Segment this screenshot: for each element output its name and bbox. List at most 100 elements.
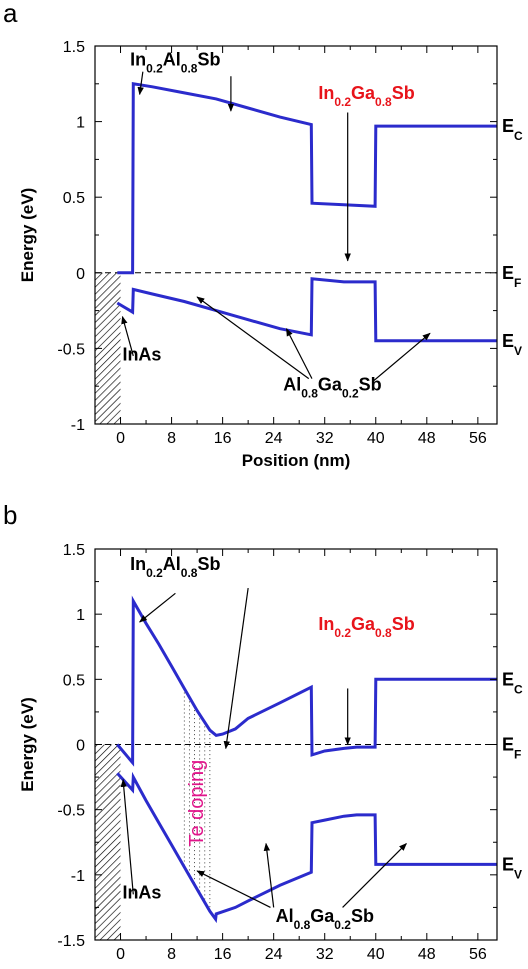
inalsb-label: In0.2Al0.8Sb (130, 50, 220, 76)
x-tick-label: 0 (116, 430, 125, 447)
y-tick-label: -0.5 (57, 341, 85, 358)
band-edge-subscript: V (514, 867, 522, 881)
y-tick-label: 0.5 (63, 672, 85, 689)
y-tick-label: -0.5 (57, 803, 85, 820)
algasb-label: Al0.8Ga0.2Sb (283, 375, 381, 401)
ingasb-label: In0.2Ga0.8Sb (318, 83, 414, 109)
x-tick-label: 40 (367, 946, 385, 963)
ingasb-subscript: 0.2 (334, 95, 351, 109)
y-tick-label: 0 (76, 266, 85, 283)
ingasb-element: Ga (351, 614, 376, 634)
panel-b: b Te doping 0 8 16 24 32 40 48 56 -1.5 -1 -0.5 0 0.5 1 1… (3, 500, 523, 969)
band-edge-subscript: C (514, 129, 523, 143)
x-axis-label: Position (nm) (242, 967, 351, 969)
annotation-arrow (263, 842, 275, 908)
inalsb-element: In (130, 554, 146, 574)
y-tick-label: -1.5 (57, 933, 85, 950)
x-tick-label: 48 (418, 946, 436, 963)
x-tick-label: 56 (469, 946, 487, 963)
y-axis-label: Energy (eV) (18, 697, 37, 791)
band-edge-subscript: F (514, 276, 521, 290)
band-edge-letter: E (502, 116, 514, 136)
algasb-element: Ga (310, 906, 335, 926)
annotation-arrow (342, 842, 407, 908)
inalsb-element: Al (163, 554, 181, 574)
y-tick-label: -1 (71, 417, 85, 434)
algasb-element: Sb (351, 906, 374, 926)
x-tick-label: 24 (265, 946, 283, 963)
algasb-element: Al (276, 906, 294, 926)
annotation-arrow (196, 870, 271, 908)
inas-hatched-region (95, 744, 121, 940)
band-edge-letter: E (502, 854, 514, 874)
ingasb-element: Sb (392, 614, 415, 634)
inalsb-element: Sb (197, 554, 220, 574)
x-tick-label: 16 (214, 430, 232, 447)
x-tick-label: 8 (167, 946, 176, 963)
inas-label: InAs (122, 882, 161, 902)
band-edge-letter: E (502, 331, 514, 351)
x-tick-label: 56 (469, 430, 487, 447)
band-edge-label-ec: EC (502, 669, 523, 696)
band-edge-subscript: C (514, 682, 523, 696)
ingasb-subscript: 0.8 (375, 95, 392, 109)
algasb-element: Sb (359, 375, 382, 395)
algasb-subscript: 0.8 (294, 918, 311, 932)
ingasb-subscript: 0.2 (334, 626, 351, 640)
annotation-arrow (285, 328, 313, 379)
panel-label: a (3, 0, 18, 28)
band-edge-letter: E (502, 669, 514, 689)
algasb-element: Al (283, 375, 301, 395)
panel-label: b (3, 500, 17, 530)
band-edge-label-ev: EV (502, 854, 522, 881)
annotation-arrow (139, 592, 176, 623)
algasb-subscript: 0.2 (334, 918, 351, 932)
band-edge-label-ef: EF (502, 263, 521, 290)
inalsb-subscript: 0.2 (146, 62, 163, 76)
x-tick-label: 32 (316, 946, 334, 963)
band-edge-subscript: V (514, 344, 522, 358)
band-edge-letter: E (502, 735, 514, 755)
x-tick-label: 48 (418, 430, 436, 447)
annotation-arrow (120, 778, 134, 895)
ingasb-element: Sb (392, 83, 415, 103)
ingasb-element: Ga (351, 83, 376, 103)
ingasb-element: In (318, 83, 334, 103)
te-doping-region (183, 688, 211, 912)
algasb-subscript: 0.2 (342, 387, 359, 401)
y-tick-label: 1.5 (63, 39, 85, 56)
band-line-e-c (116, 595, 497, 767)
annotation-arrow (372, 332, 431, 383)
inalsb-subscript: 0.8 (181, 62, 198, 76)
band-line-e-c (117, 82, 497, 275)
inalsb-subscript: 0.2 (146, 566, 163, 580)
algasb-label: Al0.8Ga0.2Sb (276, 906, 374, 932)
annotation-arrow (196, 296, 310, 380)
y-tick-label: 0 (76, 738, 85, 755)
annotation-arrow (137, 71, 144, 96)
band-edge-subscript: F (514, 748, 521, 762)
te-doping-label: Te doping (186, 760, 208, 847)
inalsb-subscript: 0.8 (181, 566, 198, 580)
band-edge-label-ef: EF (502, 735, 521, 762)
y-tick-label: 1 (76, 607, 85, 624)
x-tick-label: 32 (316, 430, 334, 447)
x-tick-label: 16 (214, 946, 232, 963)
annotation-arrow (223, 588, 249, 750)
ingasb-element: In (318, 614, 334, 634)
ingasb-label: In0.2Ga0.8Sb (318, 614, 414, 640)
inas-label: InAs (122, 344, 161, 364)
band-edge-letter: E (502, 263, 514, 283)
panel-a: a 0 8 16 24 32 40 48 56 -1 -0.5 0 0.5 1 1.5 Position (n… (3, 0, 523, 470)
y-tick-label: 1.5 (63, 542, 85, 559)
inalsb-element: In (130, 50, 146, 70)
band-line-e-v (116, 277, 497, 343)
algasb-element: Ga (318, 375, 343, 395)
y-tick-label: 0.5 (63, 190, 85, 207)
algasb-subscript: 0.8 (301, 387, 318, 401)
inalsb-element: Sb (197, 50, 220, 70)
x-tick-label: 24 (265, 430, 283, 447)
y-tick-label: -1 (71, 868, 85, 885)
ingasb-subscript: 0.8 (375, 626, 392, 640)
